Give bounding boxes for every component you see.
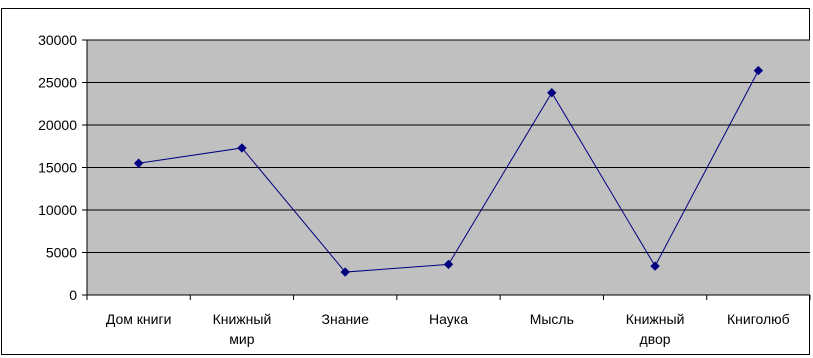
gridlines [87, 39, 810, 253]
x-tick-label: Книголюб [727, 311, 790, 327]
axes [82, 39, 811, 300]
y-tick-label: 15000 [38, 160, 77, 176]
x-tick-label: Дом книги [106, 311, 172, 327]
y-tick-label: 30000 [38, 32, 77, 48]
y-tick-label: 20000 [38, 117, 77, 133]
y-tick-label: 10000 [38, 202, 77, 218]
x-tick-label: Мысль [530, 311, 574, 327]
data-point [133, 158, 144, 168]
data-point [650, 261, 660, 271]
x-tick-label: Наука [429, 311, 468, 327]
data-point [753, 65, 764, 76]
x-tick-label: Книжный двор [626, 311, 685, 347]
series [133, 65, 764, 277]
y-tick-label: 0 [69, 287, 77, 303]
data-point [237, 143, 247, 153]
x-tick-label: Знание [322, 311, 370, 327]
x-axis-tick-labels: Дом книги Книжный мир Знание Наука Мысль Книжн… [106, 311, 790, 347]
data-point [443, 259, 454, 270]
y-tick-label: 5000 [46, 245, 77, 261]
data-point [340, 267, 350, 277]
x-tick-label: Книжный мир [213, 311, 272, 347]
y-axis-tick-labels: 0 5000 10000 15000 20000 25000 30000 [38, 32, 77, 303]
data-point [547, 87, 557, 98]
y-tick-label: 25000 [38, 75, 77, 91]
